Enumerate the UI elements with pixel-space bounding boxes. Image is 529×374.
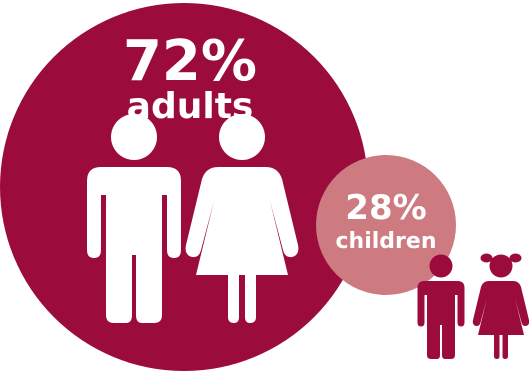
adults-category-label: adults: [127, 86, 254, 127]
adults-segment: 72% adults: [0, 3, 368, 371]
children-value-label: 28%: [345, 188, 426, 228]
children-circle: [316, 155, 456, 295]
adults-circle: [0, 3, 368, 371]
children-category-label: children: [336, 229, 437, 254]
children-segment: 28% children: [316, 155, 456, 295]
adults-value-label: 72%: [123, 29, 257, 94]
girl-icon: [472, 253, 529, 359]
